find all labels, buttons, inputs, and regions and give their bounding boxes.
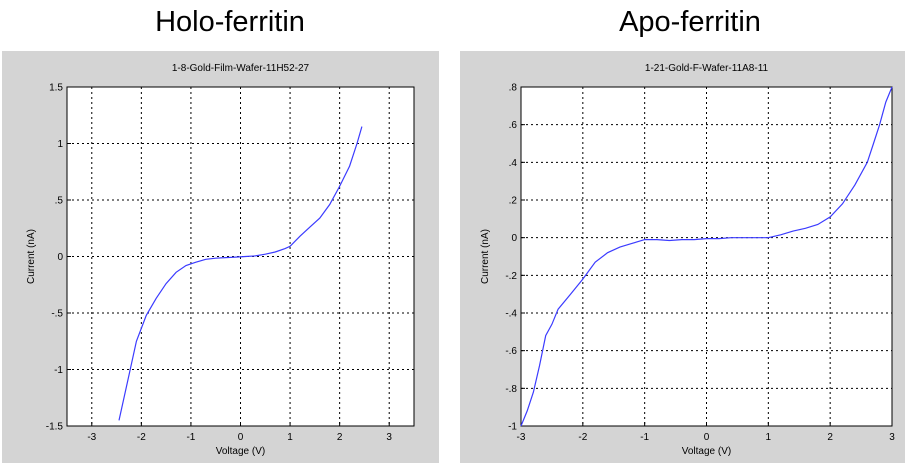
x-tick-label: -2 xyxy=(137,432,146,443)
figure-panel-apo: 1-21-Gold-F-Wafer-11A8-11 -3 -2 -1 0 1 2 3 -1 -.8… xyxy=(460,51,905,463)
x-tick-label: -1 xyxy=(640,432,649,443)
chart-heading-apo: Apo-ferritin xyxy=(619,6,761,38)
y-tick-label: .4 xyxy=(509,158,518,169)
x-tick-label: -3 xyxy=(517,432,526,443)
x-tick-label: 2 xyxy=(827,432,833,443)
y-tick-label: -.2 xyxy=(505,271,517,282)
chart-title: 1-21-Gold-F-Wafer-11A8-11 xyxy=(645,63,769,74)
x-tick-label: 3 xyxy=(386,432,392,443)
x-tick-label: -1 xyxy=(186,432,195,443)
y-tick-label: 0 xyxy=(57,252,63,263)
y-tick-label: 0 xyxy=(511,233,517,244)
y-tick-label: .5 xyxy=(55,196,64,207)
y-tick-label: .6 xyxy=(509,120,518,131)
y-axis-label: Current (nA) xyxy=(26,229,37,284)
x-tick-label: 0 xyxy=(704,432,710,443)
apo-iv-chart: 1-21-Gold-F-Wafer-11A8-11 -3 -2 -1 0 1 2 3 -1 -.8… xyxy=(480,63,895,457)
x-tick-label: 1 xyxy=(766,432,772,443)
y-axis-label: Current (nA) xyxy=(480,229,491,284)
y-tick-label: -1 xyxy=(508,422,517,433)
y-tick-label: -.5 xyxy=(51,309,63,320)
figure-panel-holo: 1-8-Gold-Film-Wafer-11H52-27 -3 -2 -1 0 1 2 3 -1… xyxy=(2,51,439,463)
y-tick-label: -1.5 xyxy=(46,422,64,433)
chart-heading-holo: Holo-ferritin xyxy=(155,6,305,38)
y-tick-label: .8 xyxy=(509,83,518,94)
holo-iv-chart: 1-8-Gold-Film-Wafer-11H52-27 -3 -2 -1 0 1 2 3 -1… xyxy=(26,63,415,457)
x-tick-label: -3 xyxy=(87,432,96,443)
y-tick-label: -.6 xyxy=(505,346,517,357)
series-line xyxy=(118,126,363,421)
y-tick-label: 1.5 xyxy=(49,83,63,94)
x-axis-label: Voltage (V) xyxy=(682,446,731,457)
y-tick-label: -.4 xyxy=(505,309,517,320)
x-tick-label: 3 xyxy=(889,432,895,443)
y-tick-label: 1 xyxy=(57,139,63,150)
series-line xyxy=(520,86,893,427)
y-tick-label: -.8 xyxy=(505,384,517,395)
y-tick-label: -1 xyxy=(54,365,63,376)
x-tick-label: 2 xyxy=(337,432,343,443)
x-tick-label: 1 xyxy=(287,432,293,443)
x-tick-label: -2 xyxy=(578,432,587,443)
x-tick-label: 0 xyxy=(238,432,244,443)
chart-title: 1-8-Gold-Film-Wafer-11H52-27 xyxy=(172,63,310,74)
x-axis-label: Voltage (V) xyxy=(216,446,265,457)
y-tick-label: .2 xyxy=(509,196,518,207)
